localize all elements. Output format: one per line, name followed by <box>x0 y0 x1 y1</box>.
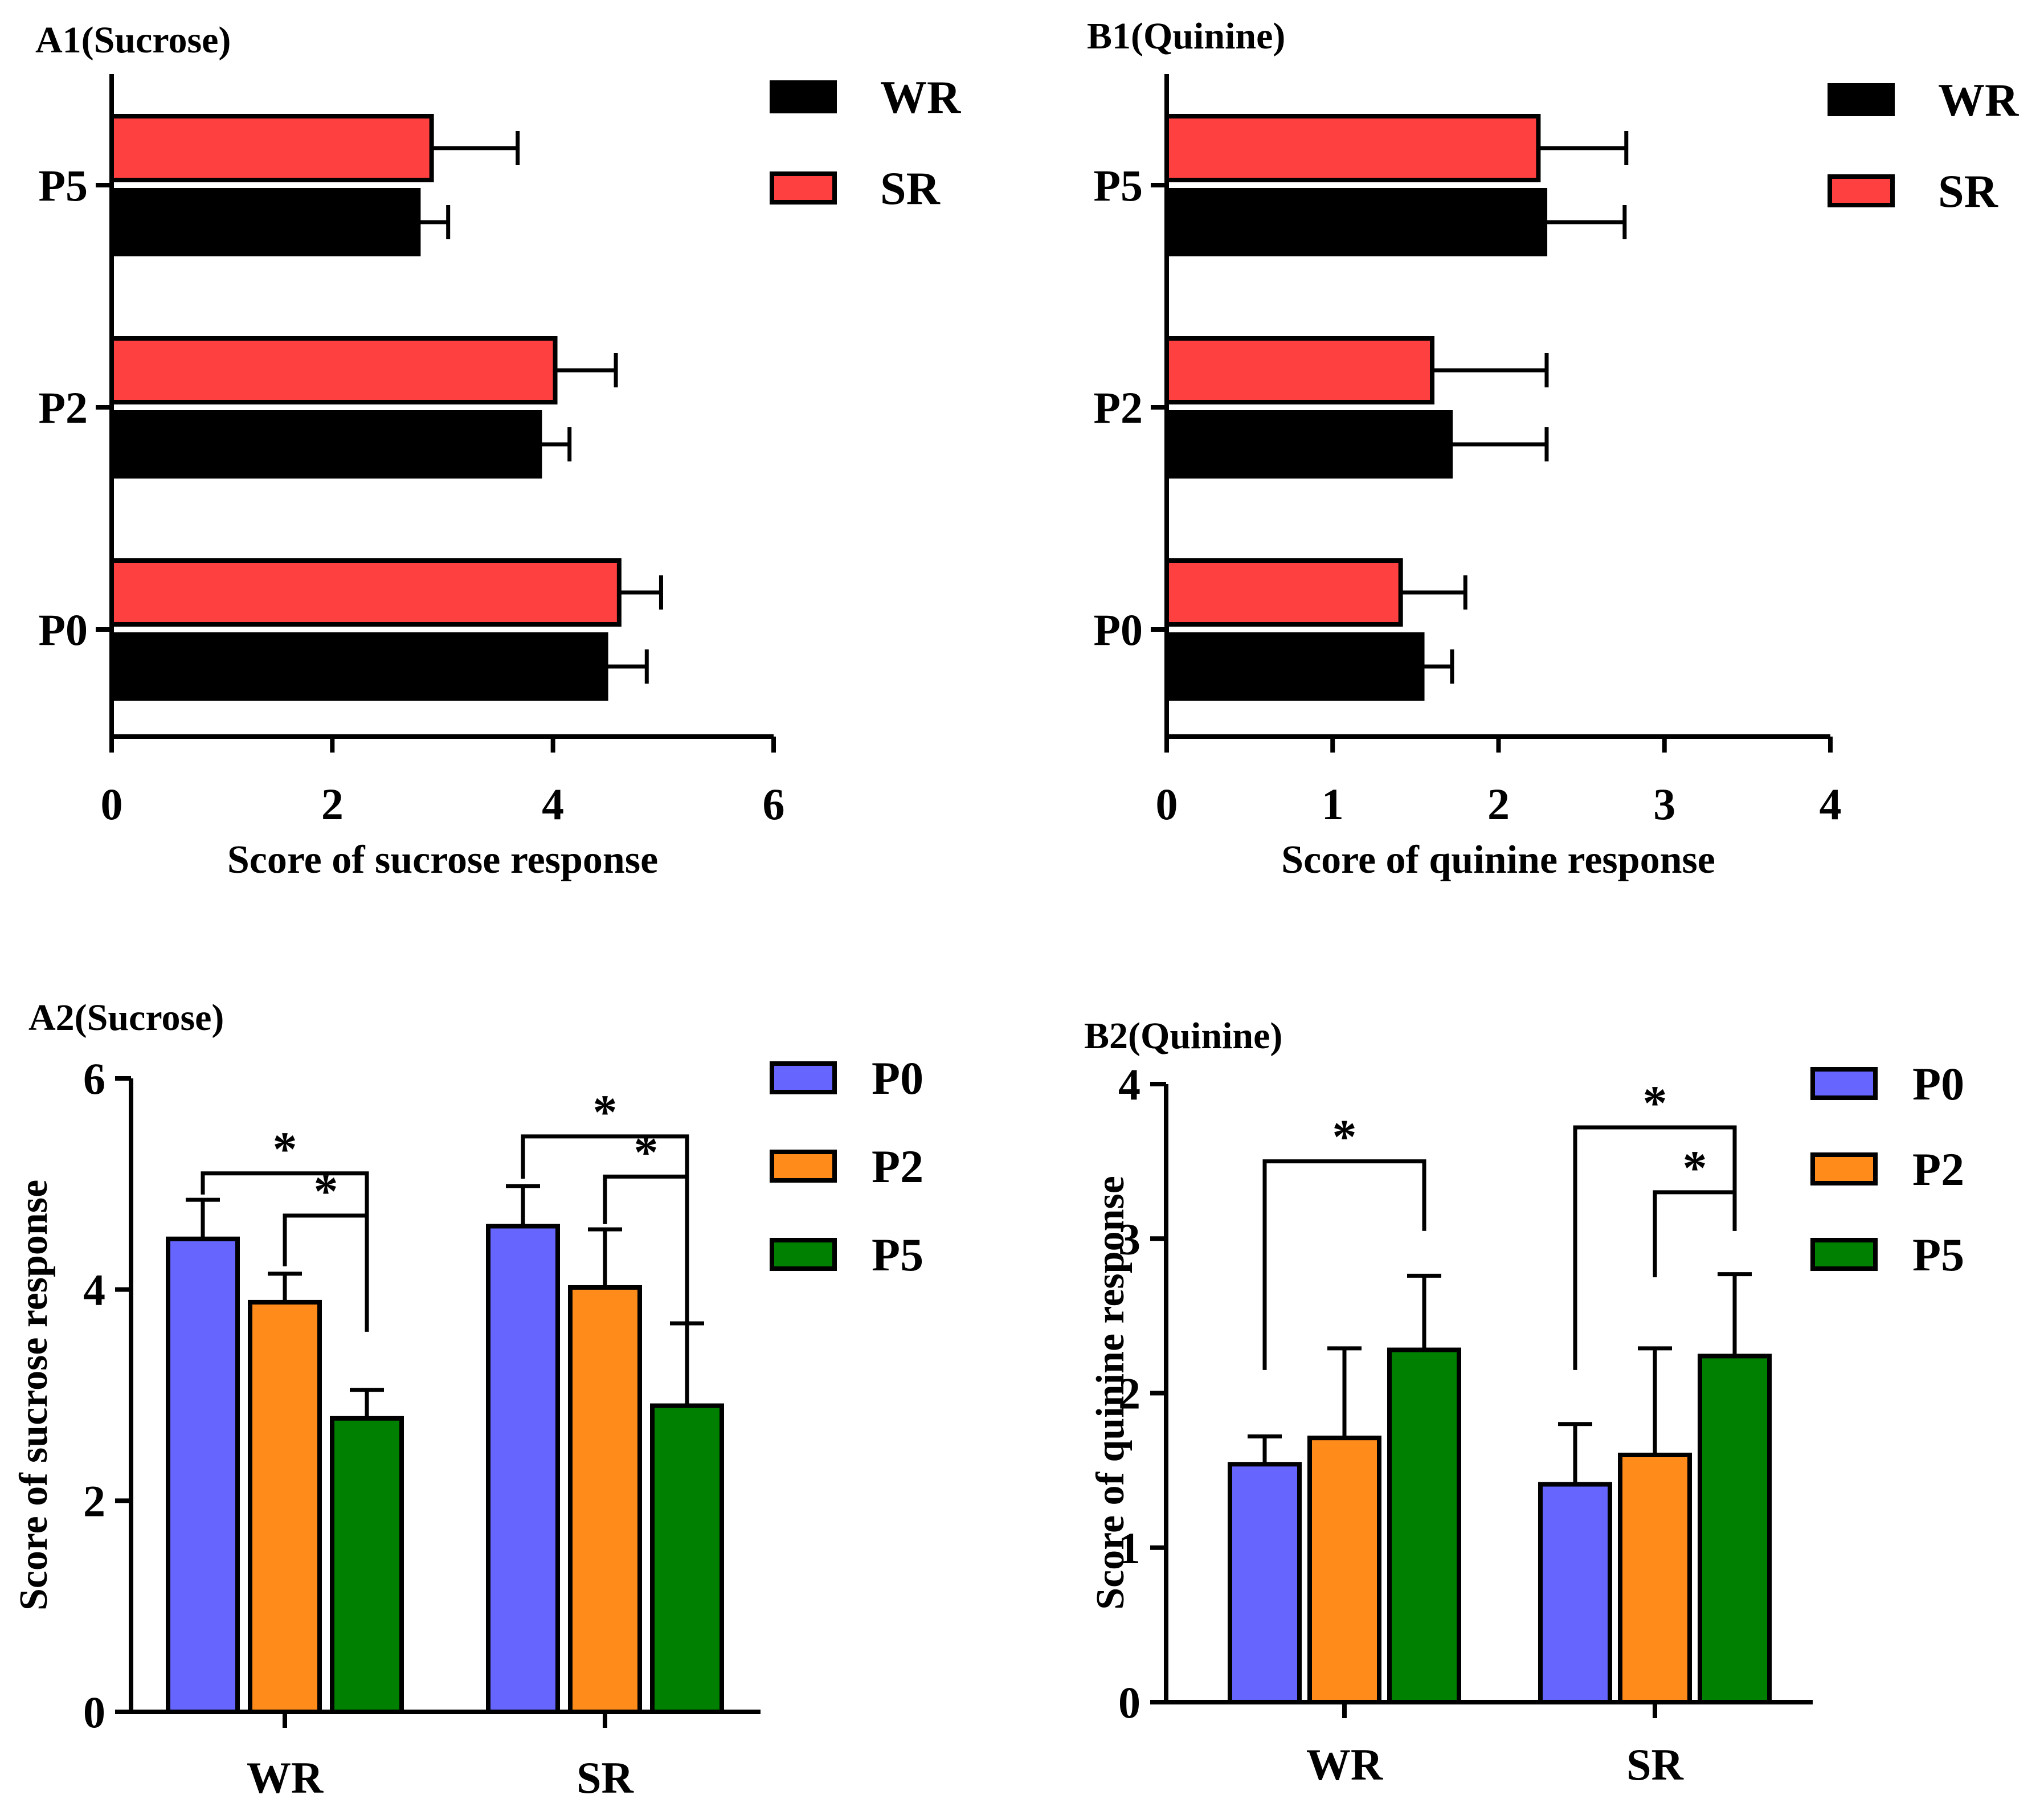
x-axis-title: Score of quinine response <box>1281 838 1715 882</box>
bar-p2-sr <box>568 1285 642 1714</box>
bar-sr-p5 <box>1164 114 1541 182</box>
bar-sr-p5 <box>109 114 434 182</box>
y-tick-label: P5 <box>38 161 88 210</box>
legend-label-sr: SR <box>880 162 941 214</box>
chart-b2: B2(Quinine) P0 P2 P5 0 1 2 3 4 WR SR * * * Score of qu… <box>1084 1015 1964 1789</box>
x-tick-label: 0 <box>1156 779 1178 829</box>
bar-p5-sr <box>1698 1354 1772 1704</box>
x-tick-label: 3 <box>1653 779 1675 829</box>
legend-swatch-sr <box>1828 174 1895 207</box>
legend-swatch-p5 <box>1810 1238 1878 1271</box>
bar-p2-sr <box>1618 1453 1692 1704</box>
bar-sr-p2 <box>109 336 558 404</box>
legend-swatch-p2 <box>770 1150 837 1183</box>
legend-label-p5: P5 <box>1912 1229 1964 1281</box>
y-tick-label: P0 <box>38 605 88 655</box>
legend-label-p2: P2 <box>872 1140 923 1192</box>
x-tick-label: 4 <box>542 779 564 829</box>
x-tick-label: 2 <box>1487 779 1510 829</box>
legend-label-p0: P0 <box>872 1052 923 1104</box>
x-axis-title: Score of sucrose response <box>227 838 658 882</box>
y-tick-label: 4 <box>1118 1060 1140 1109</box>
panel-title: B2(Quinine) <box>1084 1015 1282 1057</box>
x-tick-label: WR <box>1306 1740 1384 1789</box>
significance-bracket-sr-p2-p5 <box>1653 1190 1737 1278</box>
bar-p0-wr <box>166 1236 240 1715</box>
significance-star: * <box>1643 1076 1667 1130</box>
legend-label-p0: P0 <box>1912 1058 1964 1110</box>
y-tick-label: P0 <box>1093 605 1143 655</box>
x-tick-label: 2 <box>321 779 344 829</box>
significance-bracket-sr-p0-p5 <box>1573 1125 1737 1370</box>
y-tick-label: 6 <box>83 1054 105 1103</box>
bar-wr-p0 <box>109 632 608 701</box>
bar-p0-sr <box>1538 1482 1612 1705</box>
x-tick-label: 4 <box>1820 779 1842 829</box>
legend-swatch-wr <box>1828 83 1895 116</box>
x-tick-label: SR <box>1626 1740 1684 1789</box>
significance-bracket-wr-p0-p5 <box>1262 1159 1426 1370</box>
significance-star: * <box>273 1122 297 1176</box>
legend-swatch-p0 <box>1810 1067 1878 1100</box>
bar-wr-p2 <box>109 410 542 479</box>
bar-sr-p0 <box>1164 558 1403 627</box>
y-tick-label: P2 <box>38 383 88 432</box>
bar-wr-p5 <box>1164 188 1548 256</box>
bar-p2-wr <box>1307 1436 1381 1705</box>
bar-p5-wr <box>1387 1347 1461 1705</box>
significance-star: * <box>314 1164 338 1219</box>
x-tick-label: SR <box>577 1753 634 1802</box>
bar-sr-p0 <box>109 558 622 627</box>
y-tick-label: P2 <box>1093 383 1143 432</box>
legend-label-wr: WR <box>1938 74 2019 126</box>
y-tick-label: 1 <box>1118 1523 1140 1573</box>
y-tick-label: 2 <box>1118 1369 1140 1418</box>
significance-star: * <box>593 1085 618 1139</box>
legend-label-p2: P2 <box>1912 1143 1964 1195</box>
x-tick-label: 1 <box>1322 779 1344 829</box>
significance-bracket-sr-p2-p5 <box>603 1174 689 1369</box>
y-tick-label: 3 <box>1118 1214 1140 1264</box>
x-tick-label: 0 <box>101 779 123 829</box>
panel-title: A1(Sucrose) <box>35 19 231 61</box>
chart-a1: A1(Sucrose) WR SR 0 2 4 6 P5 P2 P0 Score of sucros… <box>35 19 961 882</box>
bar-p0-wr <box>1228 1462 1302 1704</box>
significance-star: * <box>634 1125 659 1179</box>
bar-wr-p5 <box>109 188 421 256</box>
legend-label-wr: WR <box>880 71 961 123</box>
legend-swatch-p0 <box>770 1061 837 1094</box>
y-tick-label: 4 <box>83 1265 105 1315</box>
bar-sr-p2 <box>1164 336 1434 404</box>
y-tick-label: 2 <box>83 1476 105 1526</box>
y-tick-label: P5 <box>1093 161 1143 210</box>
bar-p2-wr <box>248 1299 322 1715</box>
legend-swatch-p2 <box>1810 1152 1878 1185</box>
x-tick-label: 6 <box>763 779 785 829</box>
bar-p5-sr <box>650 1403 724 1715</box>
legend-swatch-wr <box>770 80 837 113</box>
bar-p5-wr <box>330 1416 404 1715</box>
legend-swatch-p5 <box>770 1238 837 1271</box>
y-axis-title: Score of quinine response <box>1089 1176 1133 1610</box>
panel-title: A2(Sucrose) <box>28 997 224 1039</box>
y-tick-label: 0 <box>1118 1678 1140 1727</box>
chart-a2: A2(Sucrose) P0 P2 P5 0 2 4 6 WR SR * * * * Score of su… <box>12 997 923 1802</box>
bar-p0-sr <box>486 1224 560 1714</box>
bar-wr-p2 <box>1164 410 1453 479</box>
panel-title: B1(Quinine) <box>1087 15 1285 57</box>
significance-star: * <box>1332 1110 1357 1164</box>
bar-wr-p0 <box>1164 632 1425 701</box>
x-tick-label: WR <box>247 1753 324 1802</box>
legend-label-sr: SR <box>1938 165 1998 217</box>
legend-label-p5: P5 <box>872 1229 923 1281</box>
y-axis-title: Score of sucrose response <box>12 1180 56 1610</box>
significance-star: * <box>1683 1140 1707 1195</box>
significance-bracket-wr-p2-p5 <box>283 1213 369 1332</box>
chart-b1: B1(Quinine) WR SR 0 1 2 3 4 P5 P2 P0 Score of quini… <box>1087 15 2019 882</box>
legend-swatch-sr <box>770 171 837 205</box>
y-tick-label: 0 <box>83 1687 105 1737</box>
